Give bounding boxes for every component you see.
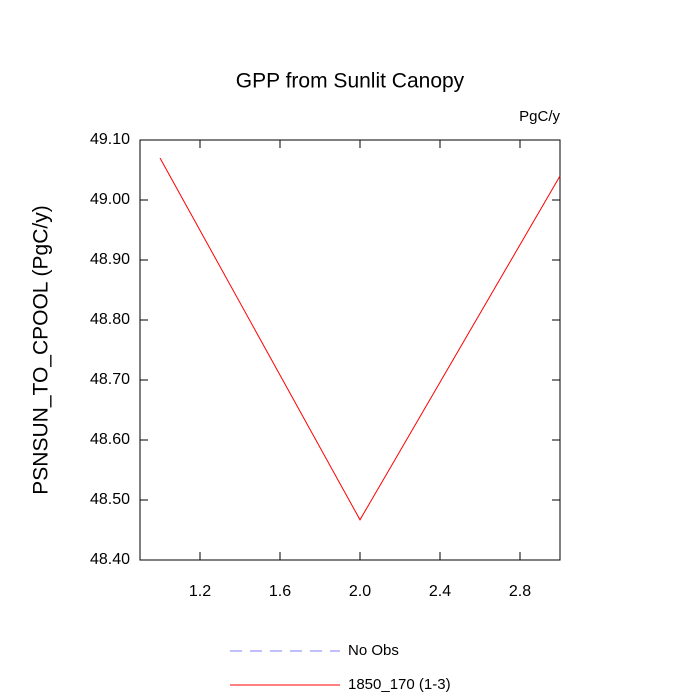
y-tick-label: 48.70 bbox=[90, 371, 130, 388]
legend-label: No Obs bbox=[348, 642, 399, 659]
plot-frame bbox=[139, 139, 561, 561]
series-line bbox=[159, 157, 561, 521]
y-axis-label: PSNSUN_TO_CPOOL (PgC/y) bbox=[30, 205, 53, 494]
x-tick-label: 2.0 bbox=[349, 583, 371, 600]
y-tick-label: 49.10 bbox=[90, 131, 130, 148]
units-label: PgC/y bbox=[519, 108, 560, 125]
legend-label: 1850_170 (1-3) bbox=[348, 676, 451, 693]
y-tick-label: 48.80 bbox=[90, 311, 130, 328]
x-tick-label: 1.2 bbox=[189, 583, 211, 600]
x-tick-label: 1.6 bbox=[269, 583, 291, 600]
y-tick-label: 48.50 bbox=[90, 491, 130, 508]
y-tick-label: 48.40 bbox=[90, 551, 130, 568]
chart-title: GPP from Sunlit Canopy bbox=[236, 70, 465, 93]
x-tick-label: 2.4 bbox=[429, 583, 451, 600]
y-tick-label: 48.90 bbox=[90, 251, 130, 268]
x-tick-label: 2.8 bbox=[509, 583, 531, 600]
y-tick-label: 49.00 bbox=[90, 191, 130, 208]
y-tick-label: 48.60 bbox=[90, 431, 130, 448]
